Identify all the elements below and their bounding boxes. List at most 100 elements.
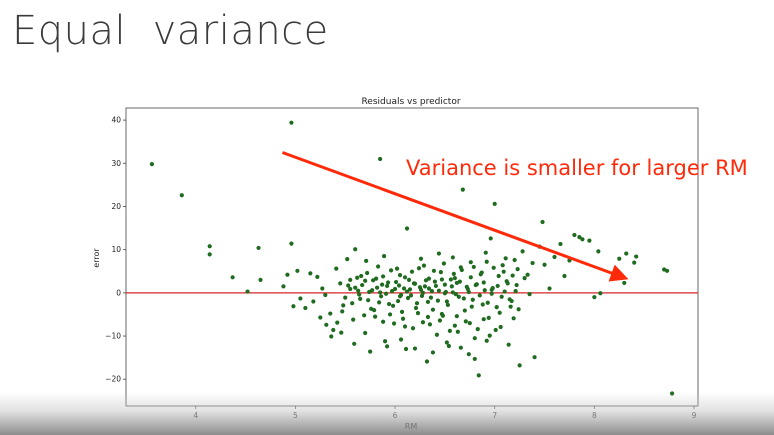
scatter-point	[432, 279, 438, 284]
scatter-point	[318, 315, 323, 320]
scatter-point	[527, 292, 532, 297]
scatter-point	[343, 295, 348, 300]
scatter-point	[345, 257, 350, 262]
scatter-point	[512, 257, 517, 263]
scatter-point	[416, 266, 422, 271]
scatter-point	[378, 290, 383, 295]
scatter-point	[289, 241, 294, 246]
scatter-point	[320, 286, 325, 291]
scatter-point	[480, 302, 485, 307]
scatter-point	[366, 298, 371, 303]
scatter-point	[357, 292, 362, 297]
scatter-point	[348, 277, 353, 282]
scatter-point	[230, 275, 235, 280]
scatter-point	[376, 264, 381, 269]
scatter-point	[363, 278, 368, 283]
x-tick-label: 6	[393, 411, 398, 420]
scatter-point	[505, 281, 510, 286]
scatter-point	[587, 238, 592, 243]
scatter-point	[489, 291, 494, 296]
scatter-point	[411, 281, 417, 286]
x-tick-label: 4	[193, 411, 198, 420]
scatter-point	[520, 249, 525, 254]
scatter-point	[324, 322, 329, 327]
scatter-point	[405, 295, 411, 301]
scatter-point	[385, 280, 391, 285]
scatter-point	[669, 391, 675, 396]
scatter-point	[409, 269, 415, 274]
scatter-point	[415, 311, 421, 316]
scatter-point	[459, 267, 464, 273]
scatter-point	[400, 316, 406, 321]
scatter-point	[446, 343, 451, 349]
scatter-point	[245, 289, 250, 294]
scatter-point	[420, 290, 426, 295]
scatter-point	[489, 287, 494, 292]
scatter-point	[410, 326, 416, 331]
x-tick-label: 7	[492, 411, 497, 420]
scatter-point	[572, 232, 577, 238]
y-tick-label: 40	[111, 116, 121, 125]
scatter-point	[149, 162, 155, 167]
annotation-arrow	[281, 151, 629, 282]
scatter-point	[334, 266, 339, 271]
scatter-point	[285, 272, 290, 277]
scatter-point	[403, 346, 409, 352]
scatter-point	[408, 293, 414, 298]
x-tick-label: 9	[692, 411, 697, 420]
scatter-point	[522, 276, 527, 281]
scatter-point	[291, 304, 296, 309]
scatter-point	[358, 296, 363, 301]
scatter-point	[472, 356, 477, 362]
scatter-point	[375, 285, 380, 290]
scatter-point	[449, 284, 454, 289]
scatter-point	[423, 278, 429, 283]
scatter-point	[491, 265, 496, 270]
scatter-point	[485, 300, 490, 305]
scatter-point	[372, 308, 377, 313]
scatter-point	[622, 280, 627, 286]
scatter-point	[481, 280, 486, 285]
scatter-point	[452, 323, 457, 328]
scatter-point	[441, 261, 446, 266]
scatter-point	[508, 304, 513, 309]
x-tick-label: 8	[592, 411, 597, 420]
scatter-point	[448, 277, 453, 282]
scatter-point	[481, 317, 486, 322]
scatter-point	[388, 268, 394, 273]
scatter-point	[509, 298, 514, 304]
scatter-point	[353, 285, 358, 290]
scatter-point	[384, 344, 390, 349]
scatter-point	[427, 322, 433, 327]
scatter-point	[353, 247, 358, 252]
scatter-point	[499, 294, 504, 299]
scatter-point	[394, 266, 400, 271]
scatter-point	[498, 324, 503, 330]
scatter-point	[303, 305, 308, 311]
scatter-point	[513, 289, 518, 294]
scatter-point	[467, 320, 472, 326]
scatter-point	[404, 226, 410, 231]
scatter-point	[351, 317, 356, 322]
scatter-point	[368, 349, 373, 354]
scatter-point	[374, 276, 379, 281]
scatter-point	[515, 266, 520, 272]
scatter-point	[457, 279, 462, 284]
scatter-point	[503, 256, 508, 261]
scatter-point	[665, 268, 670, 273]
scatter-point	[472, 336, 477, 341]
scatter-point	[373, 314, 378, 319]
scatter-point	[346, 283, 351, 288]
scatter-point	[298, 296, 303, 301]
scatter-point	[429, 289, 435, 294]
scatter-point	[436, 251, 442, 256]
scatter-point	[350, 301, 355, 306]
scatter-point	[386, 301, 392, 307]
scatter-point	[378, 156, 383, 162]
scatter-point	[516, 307, 521, 312]
scatter-point	[390, 303, 396, 308]
scatter-point	[402, 324, 408, 329]
scatter-point	[483, 250, 488, 255]
scatter-point	[421, 263, 427, 268]
